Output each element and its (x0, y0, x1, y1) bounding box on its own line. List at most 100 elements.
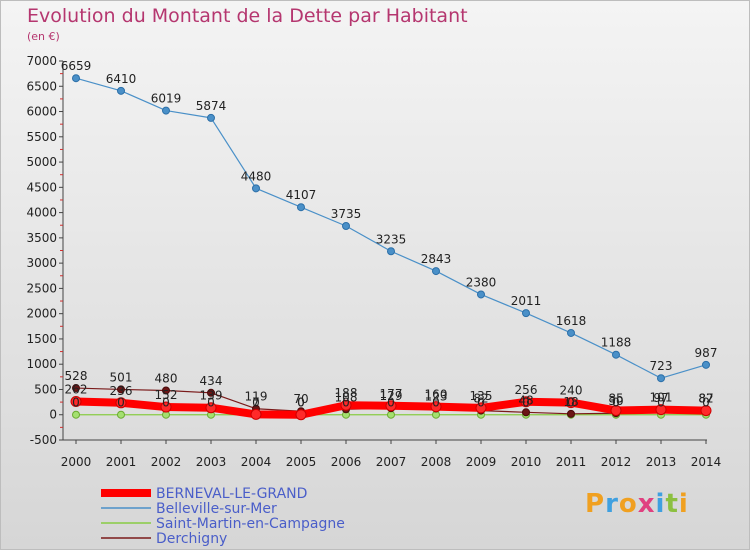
y-tick-label: -500 (30, 433, 57, 447)
data-label: 85 (608, 391, 623, 405)
y-tick-label: 3000 (26, 256, 57, 270)
data-point (567, 328, 575, 337)
data-label: 528 (65, 369, 88, 383)
data-label: 30 (608, 394, 623, 408)
data-label: 87 (698, 391, 713, 405)
data-point (477, 290, 485, 299)
data-label: 0 (522, 396, 530, 410)
data-label: 108 (335, 390, 358, 404)
data-label: 0 (612, 396, 620, 410)
legend-label: BERNEVAL-LE-GRAND (156, 486, 307, 502)
data-label: 0 (297, 396, 305, 410)
data-label: 139 (200, 389, 223, 403)
data-label: 1188 (601, 336, 632, 350)
chart-unit: (en €) (27, 30, 60, 43)
y-tick-label: 2500 (26, 281, 57, 295)
y-tick-label: 2000 (26, 307, 57, 321)
logo-letter: x (637, 489, 656, 519)
logo-letter: t (665, 489, 679, 519)
data-point (387, 410, 395, 419)
x-tick-label: 2002 (151, 455, 182, 469)
data-label: 2843 (421, 252, 452, 266)
data-label: 0 (252, 396, 260, 410)
data-label: 0 (387, 396, 395, 410)
y-tick-label: 500 (34, 382, 57, 396)
x-tick-label: 2006 (331, 455, 362, 469)
data-label: 0 (702, 396, 710, 410)
data-point (522, 309, 530, 318)
data-point (162, 106, 170, 115)
data-point (297, 203, 305, 212)
data-label: 256 (515, 383, 538, 397)
data-point (700, 405, 712, 417)
data-point (387, 247, 395, 256)
data-point (205, 402, 217, 414)
x-tick-label: 2005 (286, 455, 317, 469)
data-point (432, 267, 440, 276)
data-label: 70 (293, 392, 308, 406)
data-label: 6659 (61, 59, 92, 73)
data-label: 119 (245, 390, 268, 404)
x-tick-label: 2000 (61, 455, 92, 469)
y-tick-label: 7000 (26, 54, 57, 68)
data-label: 82 (698, 392, 713, 406)
y-tick-label: 1500 (26, 332, 57, 346)
x-tick-label: 2014 (691, 455, 722, 469)
logo-letter: i (678, 489, 689, 519)
data-point (567, 409, 575, 418)
data-point (612, 350, 620, 359)
y-tick-label: 3500 (26, 231, 57, 245)
data-point (250, 408, 262, 420)
proxiti-logo: Proxiti (585, 489, 689, 519)
data-label: 18 (563, 395, 578, 409)
data-point (430, 401, 442, 413)
data-label: 0 (342, 396, 350, 410)
data-point (72, 410, 80, 419)
data-label: 6410 (106, 72, 137, 86)
data-label: 2011 (511, 294, 542, 308)
data-label: 0 (297, 396, 305, 410)
data-point (385, 400, 397, 412)
y-tick-label: 4000 (26, 206, 57, 220)
data-point (70, 395, 82, 407)
data-point (207, 113, 215, 122)
x-tick-label: 2009 (466, 455, 497, 469)
data-label: 123 (425, 390, 448, 404)
data-point (565, 397, 577, 409)
data-point (72, 384, 80, 393)
data-point (475, 402, 487, 414)
data-label: 3735 (331, 207, 362, 221)
data-label: 434 (200, 374, 223, 388)
logo-letter: i (655, 489, 666, 519)
data-point (522, 408, 530, 417)
data-label: 5874 (196, 99, 227, 113)
data-point (160, 401, 172, 413)
x-tick-label: 2008 (421, 455, 452, 469)
data-point (342, 221, 350, 230)
y-tick-label: 6000 (26, 105, 57, 119)
data-point (162, 386, 170, 395)
data-point (72, 74, 80, 83)
data-label: 2380 (466, 275, 497, 289)
x-tick-label: 2010 (511, 455, 542, 469)
x-tick-label: 2003 (196, 455, 227, 469)
data-point (520, 396, 532, 408)
data-label: 0 (432, 396, 440, 410)
data-point (207, 388, 215, 397)
data-label: 82 (473, 392, 488, 406)
legend-label: Saint-Martin-en-Campagne (156, 516, 345, 532)
data-label: 0 (162, 396, 170, 410)
data-label: 7 (252, 395, 260, 409)
data-label: 0 (567, 396, 575, 410)
legend-label: Belleville-sur-Mer (156, 501, 277, 517)
data-point (657, 374, 665, 383)
data-label: 723 (650, 359, 673, 373)
data-point (117, 410, 125, 419)
data-label: 0 (117, 396, 125, 410)
data-point (655, 404, 667, 416)
data-label: 177 (380, 387, 403, 401)
data-label: 987 (695, 346, 718, 360)
logo-letter: r (605, 489, 619, 519)
